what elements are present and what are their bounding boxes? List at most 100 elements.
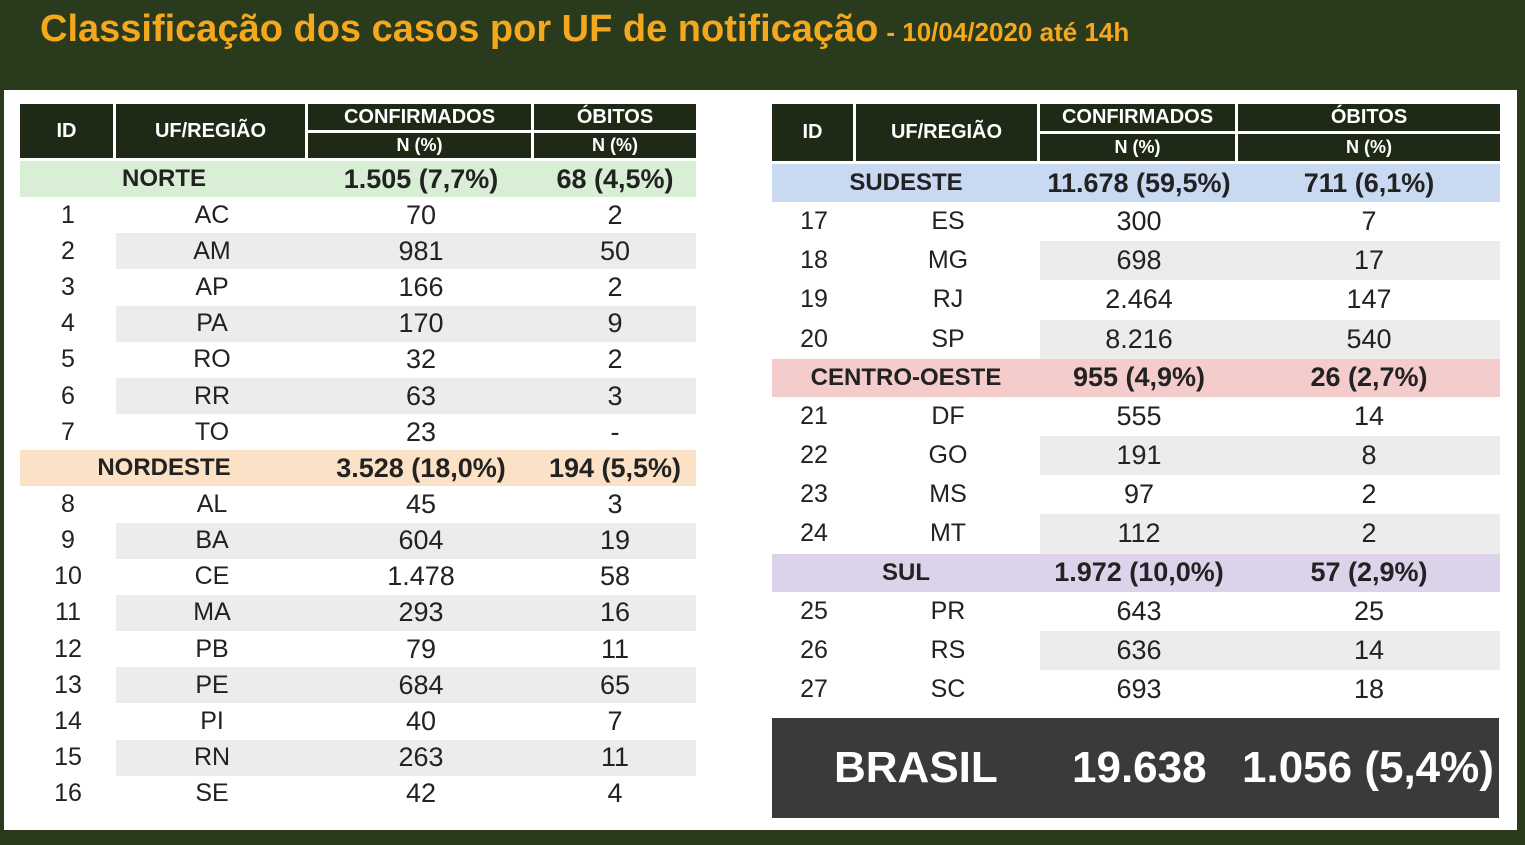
region-row: NORDESTE 3.528 (18,0%) 194 (5,5%) <box>20 450 696 487</box>
cell-confirmados: 293 <box>308 594 534 632</box>
bottom-bar <box>0 830 1525 845</box>
cell-confirmados: 643 <box>1116 595 1162 626</box>
header-uf: UF/REGIÃO <box>856 104 1040 164</box>
cell-id: 9 <box>20 522 116 559</box>
cell-confirmados: 45 <box>405 488 437 519</box>
table-row: 22 GO 191 8 <box>772 435 1500 476</box>
region-obitos: 68 (4,5%) <box>534 161 696 197</box>
cell-id: 8 <box>61 489 75 518</box>
cell-confirmados: 2.464 <box>1105 284 1173 315</box>
cell-id: 15 <box>20 739 116 776</box>
left-table-body: NORTE 1.505 (7,7%) 68 (4,5%) 1 AC 70 2 2 AM 981 50… <box>20 161 696 812</box>
table-row: 7 TO 23 - <box>20 414 696 450</box>
cell-obitos: 4 <box>607 778 623 809</box>
cell-id: 25 <box>800 596 828 625</box>
cell-id: 23 <box>800 480 828 509</box>
cell-uf: CE <box>194 562 230 591</box>
cell-uf: ES <box>931 207 965 236</box>
right-table: ID UF/REGIÃO CONFIRMADOS ÓBITOS N (%) N … <box>772 104 1500 709</box>
cell-uf: AP <box>195 272 229 301</box>
region-name: CENTRO-OESTE <box>772 358 1040 397</box>
cell-confirmados: 191 <box>1040 435 1238 476</box>
cell-uf: MG <box>856 241 1040 281</box>
cell-uf: RN <box>116 739 308 776</box>
cell-id: 27 <box>800 674 828 703</box>
cell-obitos: - <box>610 416 620 447</box>
cell-id: 13 <box>20 667 116 704</box>
cell-id: 21 <box>800 401 828 430</box>
table-row: 1 AC 70 2 <box>20 197 696 233</box>
cell-id: 20 <box>772 319 856 359</box>
table-row: 15 RN 263 11 <box>20 739 696 776</box>
cell-confirmados: 300 <box>1116 206 1162 237</box>
cell-uf: PI <box>200 707 224 736</box>
cell-obitos: 50 <box>534 233 696 270</box>
cell-obitos: 7 <box>607 706 623 737</box>
region-row: NORTE 1.505 (7,7%) 68 (4,5%) <box>20 161 696 197</box>
header-obitos-npct: N (%) <box>534 133 696 161</box>
table-row: 20 SP 8.216 540 <box>772 319 1500 359</box>
cell-id: 2 <box>20 233 116 270</box>
cell-confirmados: 97 <box>1123 479 1155 510</box>
region-row: SUL 1.972 (10,0%) 57 (2,9%) <box>772 553 1500 592</box>
cell-obitos: 2 <box>607 199 623 230</box>
region-name: NORDESTE <box>20 450 308 487</box>
cell-confirmados: 170 <box>308 305 534 342</box>
cell-obitos: 9 <box>534 305 696 342</box>
cell-uf: MS <box>929 480 967 509</box>
cell-confirmados: 1.478 <box>387 561 455 592</box>
cell-obitos: 11 <box>600 633 630 664</box>
header-obitos: ÓBITOS <box>534 104 696 133</box>
cell-uf: RO <box>193 345 231 374</box>
table-row: 24 MT 112 2 <box>772 514 1500 554</box>
cell-uf: AM <box>116 233 308 270</box>
cell-uf: RJ <box>932 285 964 314</box>
header-confirmados-npct: N (%) <box>1040 134 1238 164</box>
cell-obitos: 2 <box>607 271 623 302</box>
region-confirmados: 1.972 (10,0%) <box>1040 553 1238 592</box>
region-confirmados: 3.528 (18,0%) <box>308 450 534 487</box>
cell-id: 10 <box>54 562 82 591</box>
cell-obitos: 8 <box>1238 435 1500 476</box>
cell-obitos: 18 <box>1353 673 1385 704</box>
table-row: 10 CE 1.478 58 <box>20 559 696 595</box>
cell-obitos: 2 <box>607 344 623 375</box>
region-name: NORTE <box>20 161 308 197</box>
cell-obitos: 25 <box>1353 595 1385 626</box>
cell-obitos: 3 <box>607 488 623 519</box>
table-row: 2 AM 981 50 <box>20 233 696 270</box>
cell-confirmados: 40 <box>405 706 437 737</box>
cell-uf: PR <box>930 596 966 625</box>
header-confirmados: CONFIRMADOS <box>308 104 534 133</box>
brasil-total-bar: BRASIL 19.638 1.056 (5,4%) <box>772 718 1499 818</box>
cell-uf: MT <box>856 514 1040 554</box>
cell-obitos: 16 <box>534 594 696 632</box>
table-row: 21 DF 555 14 <box>772 397 1500 436</box>
header-id: ID <box>20 104 116 161</box>
cell-id: 24 <box>772 514 856 554</box>
cell-confirmados: 70 <box>405 199 437 230</box>
cell-id: 11 <box>20 594 116 632</box>
cell-obitos: 17 <box>1238 241 1500 281</box>
page-title: Classificação dos casos por UF de notifi… <box>40 8 1129 51</box>
table-row: 3 AP 166 2 <box>20 269 696 305</box>
cell-confirmados: 698 <box>1040 241 1238 281</box>
table-row: 5 RO 32 2 <box>20 342 696 378</box>
cell-id: 7 <box>61 417 75 446</box>
cell-uf: SP <box>856 319 1040 359</box>
cell-uf: DF <box>931 401 965 430</box>
cell-obitos: 11 <box>534 739 696 776</box>
table-row: 18 MG 698 17 <box>772 241 1500 281</box>
cell-obitos: 2 <box>1238 514 1500 554</box>
cell-confirmados: 166 <box>398 271 444 302</box>
subtitle-text: - 10/04/2020 até 14h <box>886 17 1130 47</box>
table-row: 27 SC 693 18 <box>772 670 1500 709</box>
header-obitos: ÓBITOS <box>1238 104 1500 134</box>
cell-uf: PA <box>116 305 308 342</box>
cell-obitos: 19 <box>534 522 696 559</box>
cell-uf: RR <box>116 377 308 415</box>
table-row: 17 ES 300 7 <box>772 202 1500 241</box>
cell-id: 16 <box>54 779 82 808</box>
table-row: 6 RR 63 3 <box>20 377 696 415</box>
cell-uf: AC <box>194 200 230 229</box>
